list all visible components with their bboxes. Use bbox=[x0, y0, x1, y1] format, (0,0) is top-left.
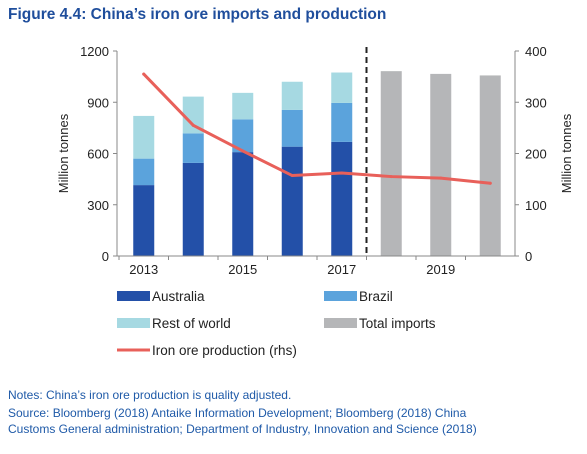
bar-total-imports-2020 bbox=[479, 75, 501, 256]
y-tick-label-left-600: 600 bbox=[87, 147, 109, 162]
y-tick-label-left-1200: 1200 bbox=[80, 44, 109, 59]
bar-brazil-2015 bbox=[232, 119, 254, 153]
y-axis-label-right: Million tonnes bbox=[559, 113, 574, 193]
x-tick-label-2013: 2013 bbox=[129, 262, 158, 277]
x-tick-label-2015: 2015 bbox=[228, 262, 257, 277]
y-tick-label-left-0: 0 bbox=[102, 249, 109, 264]
y-tick-label-right-0: 0 bbox=[525, 249, 532, 264]
chart-source-line-1: Source: Bloomberg (2018) Antaike Informa… bbox=[8, 406, 467, 420]
bar-australia-2016 bbox=[281, 146, 303, 256]
y-tick-label-right-200: 200 bbox=[525, 147, 547, 162]
legend-swatch-brazil bbox=[324, 291, 357, 301]
bar-rest-of-world-2016 bbox=[281, 81, 303, 110]
legend-label-total-imports: Total imports bbox=[359, 316, 436, 331]
bar-brazil-2014 bbox=[182, 133, 204, 163]
bar-rest-of-world-2015 bbox=[232, 92, 254, 120]
point-iron-ore-production-2017 bbox=[340, 171, 344, 175]
point-iron-ore-production-2013 bbox=[142, 72, 146, 76]
legend-label-iron-ore-production-rhs: Iron ore production (rhs) bbox=[152, 343, 297, 358]
y-tick-label-right-100: 100 bbox=[525, 198, 547, 213]
bar-australia-2013 bbox=[133, 185, 155, 256]
bar-australia-2015 bbox=[232, 152, 254, 256]
y-tick-label-left-900: 900 bbox=[87, 95, 109, 110]
bar-australia-2014 bbox=[182, 162, 204, 256]
bar-brazil-2017 bbox=[331, 102, 353, 142]
y-tick-label-right-400: 400 bbox=[525, 44, 547, 59]
legend-swatch-total-imports bbox=[324, 318, 357, 328]
x-tick-label-2017: 2017 bbox=[327, 262, 356, 277]
y-tick-label-left-300: 300 bbox=[87, 198, 109, 213]
legend-swatch-rest-of-world bbox=[117, 318, 150, 328]
bar-rest-of-world-2014 bbox=[182, 96, 204, 134]
legend-swatch-australia bbox=[117, 291, 150, 301]
point-iron-ore-production-2018 bbox=[389, 175, 393, 179]
point-iron-ore-production-2019 bbox=[439, 176, 443, 180]
chart-notes: Notes: China’s iron ore production is qu… bbox=[8, 388, 292, 402]
y-tick-label-right-300: 300 bbox=[525, 95, 547, 110]
chart: 0 300 600 900 1200 0 100 200 300 400 2013 2015 2017 2… bbox=[56, 44, 574, 358]
bar-brazil-2016 bbox=[281, 109, 303, 147]
bar-total-imports-2019 bbox=[430, 73, 452, 257]
legend-label-brazil: Brazil bbox=[359, 289, 393, 304]
bar-rest-of-world-2017 bbox=[331, 72, 353, 103]
x-tick-label-2019: 2019 bbox=[426, 262, 455, 277]
bar-australia-2017 bbox=[331, 141, 353, 256]
line-iron-ore-production bbox=[142, 72, 492, 185]
legend-label-rest-of-world: Rest of world bbox=[152, 316, 231, 331]
legend-label-australia: Australia bbox=[152, 289, 205, 304]
point-iron-ore-production-2015 bbox=[241, 149, 245, 153]
point-iron-ore-production-2014 bbox=[191, 123, 195, 127]
point-iron-ore-production-2020 bbox=[488, 181, 492, 185]
bar-total-imports-2018 bbox=[380, 71, 402, 257]
chart-title: Figure 4.4: China’s iron ore imports and… bbox=[8, 6, 387, 23]
y-axis-label-left: Million tonnes bbox=[56, 113, 71, 193]
bar-rest-of-world-2013 bbox=[133, 115, 155, 159]
point-iron-ore-production-2016 bbox=[290, 174, 294, 178]
chart-source-line-2: Customs General administration; Departme… bbox=[8, 422, 477, 436]
bar-brazil-2013 bbox=[133, 158, 155, 186]
